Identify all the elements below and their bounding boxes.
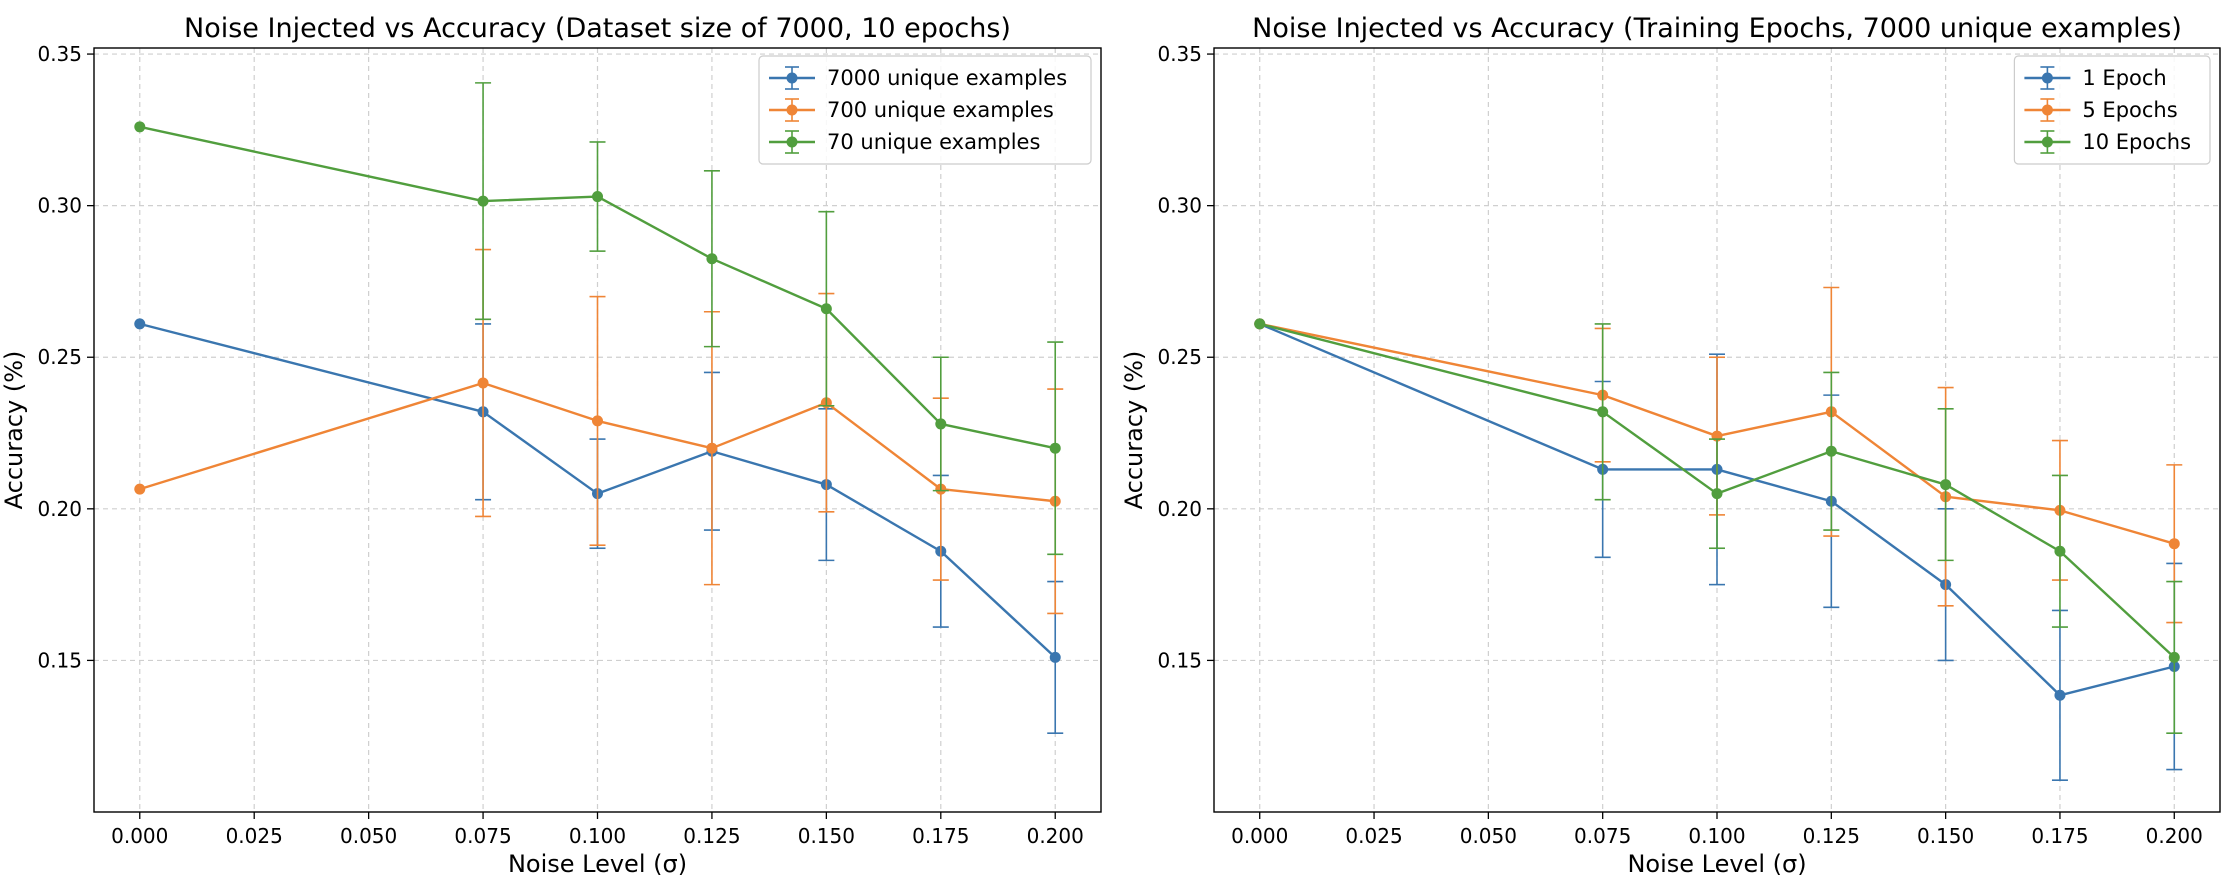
x-axis-label: Noise Level (σ) [508,850,687,878]
x-tick-label: 0.125 [1803,824,1860,848]
data-point [2168,651,2180,663]
x-tick-label: 0.100 [1688,824,1745,848]
chart-panel-left: 0.000 0.025 0.050 0.075 0.100 0.125 0.150 0.175… [0,13,1102,878]
data-point [1597,406,1609,418]
x-tick-label: 0.100 [569,824,626,848]
data-point [477,195,489,207]
chart-panel-right: 0.000 0.025 0.050 0.075 0.100 0.125 0.150 0.175… [1120,13,2221,878]
series-1 [134,318,1064,734]
x-tick-label: 0.025 [1345,824,1402,848]
legend-swatch-marker [786,72,798,84]
legend-label: 70 unique examples [827,130,1040,154]
legend-label: 5 Epochs [2082,98,2177,122]
data-point [1825,445,1837,457]
legend: 1 Epoch 5 Epochs 10 Epochs [2013,55,2211,165]
series-3 [1254,318,2183,734]
data-point [1711,488,1723,500]
x-tick-label: 0.150 [798,824,855,848]
series-1 [1254,318,2183,781]
data-point [2054,689,2066,701]
data-point [1254,318,1266,330]
data-point [820,303,832,315]
y-tick-label: 0.25 [37,345,82,369]
y-axis-label: Accuracy (%) [1120,351,1148,510]
legend-label: 10 Epochs [2082,130,2191,154]
legend-swatch-marker [786,136,798,148]
y-tick-label: 0.35 [1157,42,1202,66]
x-tick-label: 0.000 [1231,824,1288,848]
x-tick-label: 0.175 [912,824,969,848]
x-axis-label: Noise Level (σ) [1627,850,1806,878]
legend-box [758,55,1092,165]
y-tick-label: 0.15 [37,648,82,672]
legend-box [2013,55,2211,165]
data-point [1940,479,1952,491]
x-tick-label: 0.175 [2031,824,2088,848]
x-tick-label: 0.000 [111,824,168,848]
legend-label: 7000 unique examples [827,66,1067,90]
x-tick-label: 0.200 [2146,824,2203,848]
data-point [1049,442,1061,454]
x-tick-label: 0.075 [454,824,511,848]
x-tick-label: 0.150 [1917,824,1974,848]
y-tick-label: 0.30 [1157,194,1202,218]
y-tick-label: 0.15 [1157,648,1202,672]
legend-swatch-marker [786,104,798,116]
series-2 [134,248,1064,615]
x-tick-label: 0.125 [683,824,740,848]
x-tick-label: 0.200 [1027,824,1084,848]
data-point [1049,651,1061,663]
x-tick-label: 0.050 [340,824,397,848]
x-tick-label: 0.075 [1574,824,1631,848]
data-point [134,121,146,133]
data-point [592,415,603,427]
data-point [134,318,146,330]
series-2 [1254,286,2183,624]
chart-title: Noise Injected vs Accuracy (Dataset size… [184,13,1011,44]
data-point [2054,545,2066,557]
series-3 [134,82,1064,556]
y-tick-label: 0.30 [37,194,82,218]
data-point [706,442,718,454]
x-tick-label: 0.050 [1460,824,1517,848]
legend-label: 700 unique examples [827,98,1054,122]
legend-swatch-marker [2041,136,2053,148]
y-tick-label: 0.35 [37,42,82,66]
data-point [706,253,718,265]
y-tick-label: 0.25 [1157,345,1202,369]
y-tick-label: 0.20 [37,497,82,521]
legend-swatch-marker [2041,104,2053,116]
legend-label: 1 Epoch [2082,66,2166,90]
y-tick-label: 0.20 [1157,497,1202,521]
data-point [2168,538,2180,550]
data-point [134,483,146,495]
legend: 7000 unique examples 700 unique examples 7… [758,55,1092,165]
chart-title: Noise Injected vs Accuracy (Training Epo… [1252,13,2182,44]
data-point [935,418,947,430]
x-tick-label: 0.025 [226,824,283,848]
legend-swatch-marker [2041,72,2053,84]
data-point [592,191,603,203]
y-axis-label: Accuracy (%) [0,351,28,510]
data-point [477,377,489,389]
